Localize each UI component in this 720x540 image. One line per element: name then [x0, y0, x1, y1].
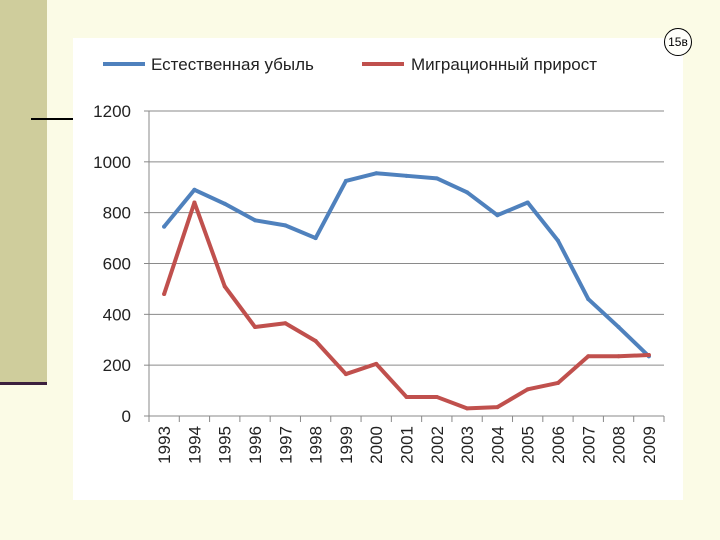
y-tick-label: 0 — [122, 407, 131, 426]
series-line-0 — [162, 171, 651, 359]
x-tick-label-1995: 1995 — [216, 426, 235, 464]
gridlines — [148, 110, 664, 417]
y-tick-label: 600 — [103, 255, 131, 274]
slide-number-badge: 15в — [664, 28, 692, 56]
side-decor-underline — [0, 382, 47, 385]
data-point-s0-1998 — [313, 236, 318, 241]
data-point-s0-2003 — [465, 190, 470, 195]
data-point-s0-1993 — [162, 224, 167, 229]
data-point-s0-2002 — [434, 176, 439, 181]
data-point-s1-2002 — [434, 394, 439, 399]
data-point-s0-2008 — [616, 325, 621, 330]
data-point-s0-1995 — [222, 201, 227, 206]
x-tick-label-2007: 2007 — [579, 426, 598, 464]
data-point-s1-1998 — [313, 339, 318, 344]
data-point-s1-1994 — [192, 200, 197, 205]
data-point-s1-1997 — [283, 321, 288, 326]
x-tick-label-1994: 1994 — [185, 426, 204, 464]
data-point-s0-2006 — [555, 238, 560, 243]
data-point-s1-1999 — [343, 372, 348, 377]
x-tick-label-2003: 2003 — [458, 426, 477, 464]
data-point-s1-2006 — [555, 380, 560, 385]
data-point-s0-2000 — [374, 171, 379, 176]
x-tick-label-2004: 2004 — [488, 426, 507, 464]
data-point-s0-2001 — [404, 173, 409, 178]
data-point-s0-1996 — [253, 218, 258, 223]
x-tick-label-2009: 2009 — [640, 426, 659, 464]
data-point-s0-1994 — [192, 187, 197, 192]
data-point-s0-1997 — [283, 223, 288, 228]
data-point-s1-2008 — [616, 354, 621, 359]
x-tick-label-2006: 2006 — [549, 426, 568, 464]
data-point-s1-1996 — [253, 325, 258, 330]
x-tick-label-1998: 1998 — [307, 426, 326, 464]
chart-panel — [73, 38, 683, 500]
y-axis-ticks: 0 200 400 600 800 1000 1200 — [93, 102, 149, 426]
y-tick-label: 1000 — [93, 153, 131, 172]
legend-label-migration-gain: Миграционный прирост — [411, 55, 597, 74]
data-point-s1-2000 — [374, 361, 379, 366]
x-tick-label-1993: 1993 — [155, 426, 174, 464]
data-point-s1-2003 — [465, 406, 470, 411]
data-point-s1-1995 — [222, 284, 227, 289]
y-tick-label: 1200 — [93, 102, 131, 121]
data-point-s0-2004 — [495, 213, 500, 218]
y-tick-label: 800 — [103, 204, 131, 223]
y-tick-label: 400 — [103, 305, 131, 324]
x-tick-label-2000: 2000 — [367, 426, 386, 464]
side-decor-strip — [0, 0, 47, 382]
x-tick-label-2005: 2005 — [519, 426, 538, 464]
x-tick-label-1997: 1997 — [276, 426, 295, 464]
x-tick-label-2008: 2008 — [610, 426, 629, 464]
chart-legend: Естественная убыль Миграционный прирост — [103, 55, 597, 74]
data-point-s1-2009 — [646, 353, 651, 357]
data-point-s1-2007 — [586, 354, 591, 359]
data-point-s0-1999 — [343, 178, 348, 183]
x-tick-label-2001: 2001 — [398, 426, 417, 464]
data-point-s0-2005 — [525, 200, 530, 205]
left-rule-line — [31, 118, 73, 120]
x-axis-ticks: 1993 1994 1995 1996 1997 1998 1999 2000 2001 2002… — [148, 416, 665, 464]
y-tick-label: 200 — [103, 356, 131, 375]
data-point-s1-2004 — [495, 405, 500, 410]
x-tick-label-1999: 1999 — [337, 426, 356, 464]
data-point-s0-2007 — [586, 297, 591, 302]
series-line-1 — [162, 200, 651, 411]
data-point-s1-1993 — [162, 292, 167, 296]
legend-label-natural-decrease: Естественная убыль — [151, 55, 314, 74]
data-point-s1-2001 — [404, 394, 409, 399]
x-tick-label-1996: 1996 — [246, 426, 265, 464]
data-series — [162, 171, 651, 411]
x-tick-label-2002: 2002 — [428, 426, 447, 464]
data-point-s1-2005 — [525, 387, 530, 392]
